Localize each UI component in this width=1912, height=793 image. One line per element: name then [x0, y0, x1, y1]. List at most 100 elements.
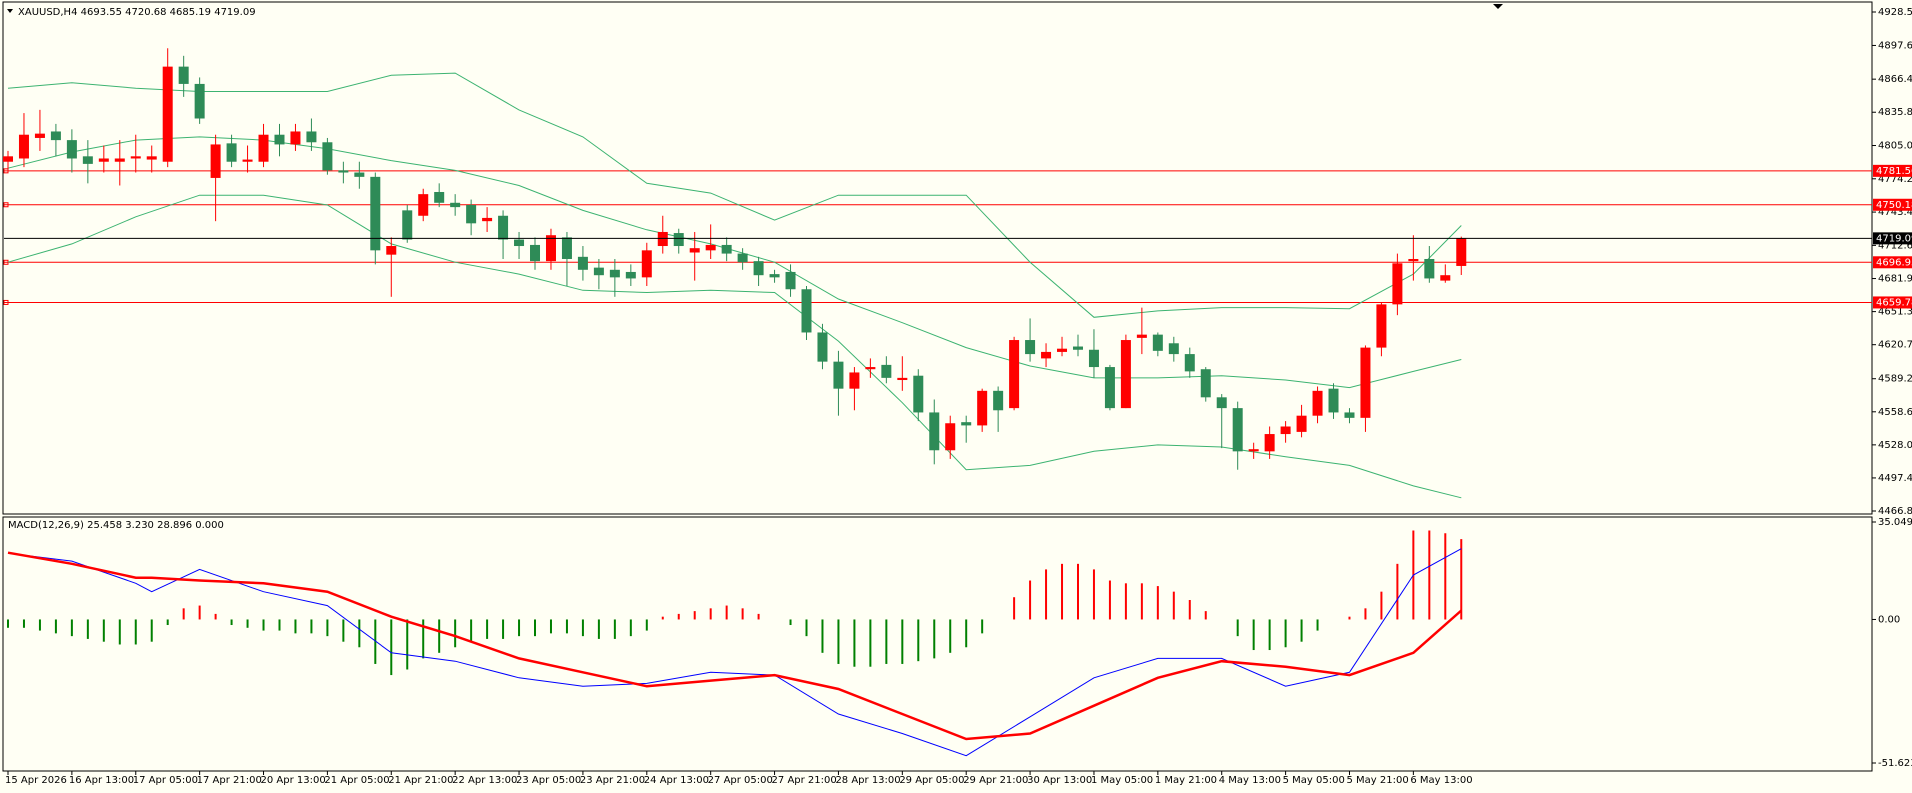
current-price-label: 4719.09: [1876, 233, 1912, 244]
candle-body: [865, 367, 876, 370]
candle-body: [977, 390, 988, 426]
candle-body: [737, 253, 748, 263]
level-anchor: [3, 299, 9, 305]
candle-body: [641, 250, 652, 278]
x-tick-label: 16 Apr 13:00: [69, 775, 134, 786]
candle-body: [178, 66, 189, 84]
y-tick-label: 4743.40: [1878, 207, 1912, 218]
y-tick-label: 4466.80: [1878, 506, 1912, 517]
x-tick-label: 5 May 21:00: [1346, 775, 1408, 786]
candle-body: [82, 156, 93, 164]
candle-body: [769, 274, 780, 278]
candle-body: [482, 217, 493, 222]
candle-body: [1104, 367, 1115, 409]
candle-body: [162, 66, 173, 162]
candle-body: [354, 172, 365, 177]
x-tick-label: 15 Apr 2026: [5, 775, 67, 786]
x-tick-label: 29 Apr 05:00: [899, 775, 964, 786]
candle-body: [1184, 354, 1195, 372]
candle-body: [753, 261, 764, 276]
x-tick-label: 5 May 05:00: [1283, 775, 1345, 786]
candle-body: [545, 235, 556, 262]
y-tick-label: 4589.20: [1878, 374, 1912, 385]
band-upper: [7, 72, 1462, 318]
candle-body: [929, 412, 940, 451]
candle-body: [1456, 238, 1467, 266]
x-tick-label: 30 Apr 13:00: [1027, 775, 1092, 786]
x-tick-label: 27 Apr 05:00: [708, 775, 773, 786]
level-label-box: [1873, 164, 1912, 177]
y-tick-label: 4620.70: [1878, 340, 1912, 351]
shift-marker: [1493, 4, 1503, 9]
candle-body: [833, 361, 844, 389]
candle-body: [849, 372, 860, 389]
candle-body: [1376, 304, 1387, 348]
candle-body: [418, 194, 429, 216]
x-tick-label: 22 Apr 13:00: [452, 775, 517, 786]
candle-body: [34, 133, 45, 138]
candle-body: [1025, 340, 1036, 355]
candle-body: [577, 256, 588, 270]
x-tick-label: 23 Apr 05:00: [516, 775, 581, 786]
candle-body: [1440, 275, 1451, 281]
candle-body: [993, 390, 1004, 411]
x-tick-label: 6 May 13:00: [1410, 775, 1472, 786]
x-tick-label: 1 May 21:00: [1155, 775, 1217, 786]
candle-body: [386, 246, 397, 255]
candle-body: [1424, 258, 1435, 279]
candle-body: [1168, 343, 1179, 355]
level-label: 4750.18: [1876, 200, 1912, 211]
y-tick-label: 4774.20: [1878, 174, 1912, 185]
y-tick-label: 4528.00: [1878, 440, 1912, 451]
x-tick-label: 21 Apr 21:00: [388, 775, 453, 786]
candle-body: [98, 158, 109, 162]
y-tick-label: 4681.90: [1878, 274, 1912, 285]
candle-body: [1088, 349, 1099, 368]
candle-body: [130, 156, 141, 159]
candle-body: [913, 375, 924, 413]
candle-body: [1264, 434, 1275, 452]
candle-body: [530, 244, 541, 262]
x-tick-label: 17 Apr 05:00: [133, 775, 198, 786]
y-tick-label: 4558.60: [1878, 407, 1912, 418]
level-label-box: [1873, 198, 1912, 211]
level-label-box: [1873, 256, 1912, 269]
x-tick-label: 27 Apr 21:00: [772, 775, 837, 786]
macd-signal-line: [7, 551, 1463, 741]
candle-body: [18, 134, 29, 159]
candle-body: [785, 271, 796, 290]
candle-body: [1408, 258, 1419, 262]
candle-body: [1057, 348, 1068, 352]
candle-body: [114, 158, 125, 162]
candle-body: [450, 202, 461, 208]
y2-tick-label: -51.623: [1878, 758, 1912, 769]
x-tick-label: 23 Apr 21:00: [580, 775, 645, 786]
candle-body: [721, 244, 732, 254]
candle-body: [689, 248, 700, 253]
candle-body: [306, 131, 317, 143]
candle-body: [146, 156, 157, 160]
candle-body: [1296, 415, 1307, 432]
candle-body: [1360, 347, 1371, 418]
candle-body: [801, 289, 812, 333]
candle-body: [1280, 426, 1291, 435]
candle-body: [258, 134, 269, 162]
level-anchor: [3, 259, 9, 265]
candle-body: [434, 191, 445, 203]
candle-body: [881, 364, 892, 378]
candle-body: [338, 170, 349, 173]
menu-arrow: [7, 9, 13, 13]
y-tick-label: 4928.55: [1878, 7, 1912, 18]
candle-body: [274, 134, 285, 145]
candle-body: [210, 144, 221, 178]
candle-body: [1328, 388, 1339, 413]
candle-body: [593, 267, 604, 276]
chart-title: XAUUSD,H4 4693.55 4720.68 4685.19 4719.0…: [18, 7, 256, 18]
level-label-box: [1873, 296, 1912, 309]
candle-body: [50, 131, 61, 141]
candle-body: [402, 210, 413, 240]
macd-panel: [2, 516, 1873, 772]
level-label: 4659.78: [1876, 297, 1912, 308]
